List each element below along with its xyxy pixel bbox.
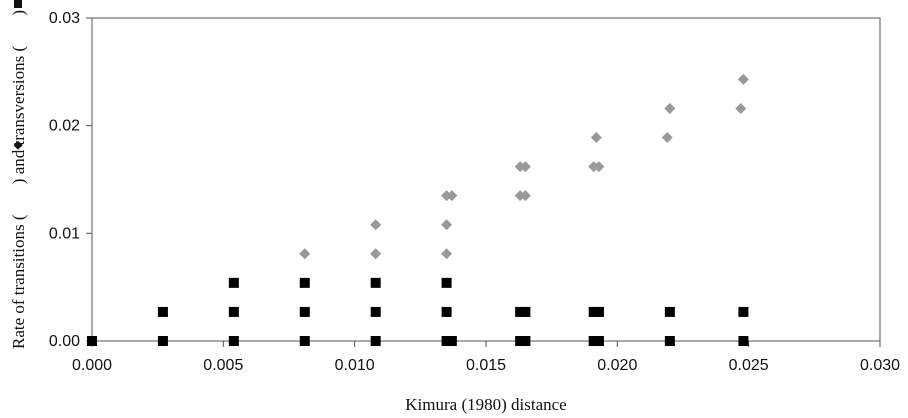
transition-point	[590, 132, 602, 144]
y-axis-ticks: 0.00 0.01 0.02 0.03	[49, 10, 92, 350]
transversion-point	[370, 336, 381, 346]
transversion-point	[664, 336, 675, 346]
transversion-point	[299, 306, 310, 317]
x-tick-label: 0.005	[203, 357, 243, 374]
transition-point	[299, 248, 311, 260]
transversion-point	[441, 336, 452, 346]
y-axis-title-part1: Rate of transitions (	[9, 214, 28, 349]
transition-point	[441, 219, 453, 231]
transition-point	[661, 132, 673, 144]
x-tick-label: 0.000	[72, 357, 112, 374]
transversion-point	[520, 336, 531, 346]
y-title-square-symbol	[14, 0, 22, 8]
x-tick-label: 0.020	[597, 357, 637, 374]
transition-point	[519, 190, 531, 202]
transversion-point	[588, 336, 599, 346]
x-tick-label: 0.025	[729, 357, 769, 374]
x-tick-label: 0.010	[335, 357, 375, 374]
transversion-point	[515, 336, 526, 346]
transversion-point	[441, 277, 452, 288]
transversion-point	[738, 336, 749, 346]
transversion-point	[87, 336, 97, 346]
transversion-point	[370, 306, 381, 317]
y-axis-title-square-gap: MM	[9, 16, 28, 46]
transition-point	[441, 248, 453, 260]
y-title-diamond-symbol	[13, 140, 23, 150]
data-marks	[87, 73, 749, 346]
transversion-point	[370, 277, 381, 288]
x-axis-ticks: 0.000 0.005 0.010 0.015 0.020 0.025 0.030	[72, 341, 900, 374]
y-axis-title-diamond-gap: MM	[9, 184, 28, 214]
y-tick-label: 0.02	[49, 118, 80, 135]
transversion-point	[299, 277, 310, 288]
y-axis-title-part2: ) and transversions (	[9, 46, 28, 185]
transversion-point	[446, 336, 457, 346]
y-axis-title: Rate of transitions (MM) and transversio…	[9, 0, 28, 349]
transition-point	[446, 190, 458, 202]
transversion-point	[157, 336, 168, 346]
x-tick-label: 0.030	[860, 357, 900, 374]
transition-point	[593, 161, 605, 173]
transversion-point	[228, 306, 239, 317]
transversion-point	[593, 306, 604, 317]
transition-point	[737, 73, 749, 85]
transversion-point	[664, 306, 675, 317]
y-axis-title-part3: )	[9, 10, 28, 16]
transition-point	[664, 102, 676, 114]
y-tick-label: 0.00	[49, 333, 80, 350]
transversion-point	[228, 277, 239, 288]
transversion-point	[157, 306, 168, 317]
transition-point	[370, 219, 382, 231]
transition-point	[735, 102, 747, 114]
transversion-point	[441, 306, 452, 317]
x-tick-label: 0.015	[466, 357, 506, 374]
transversion-point	[588, 306, 599, 317]
x-axis-title: Kimura (1980) distance	[405, 395, 566, 414]
transversion-point	[515, 306, 526, 317]
plot-area-frame	[91, 17, 881, 342]
transition-point	[370, 248, 382, 260]
transversion-point	[520, 306, 531, 317]
svg-text:Rate of transitions (MM) and t: Rate of transitions (MM) and transversio…	[9, 10, 28, 349]
transversion-point	[738, 306, 749, 317]
y-tick-label: 0.01	[49, 225, 80, 242]
transversion-point	[299, 336, 310, 346]
transversion-point	[593, 336, 604, 346]
y-tick-label: 0.03	[49, 10, 80, 27]
transition-point	[519, 161, 531, 173]
transversion-point	[228, 336, 239, 346]
